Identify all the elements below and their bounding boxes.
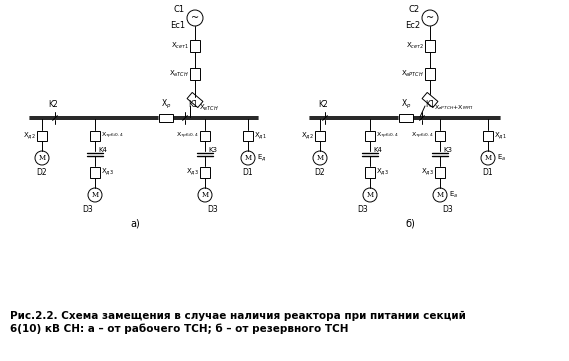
Circle shape [241,151,255,165]
Text: X$_{тр6/0.4}$: X$_{тр6/0.4}$ [176,131,199,141]
Text: D2: D2 [315,168,325,177]
Bar [159,114,173,122]
Text: K1: K1 [188,100,198,109]
Text: X$_{д2}$: X$_{д2}$ [23,131,36,142]
Circle shape [35,151,49,165]
Circle shape [363,188,377,202]
Text: K1: K1 [425,100,435,109]
Bar [422,92,438,108]
Text: X$_{д3}$: X$_{д3}$ [376,166,389,178]
Text: K4: K4 [98,147,107,153]
Bar [187,92,203,108]
Text: X$_{тр6/0.4}$: X$_{тр6/0.4}$ [101,131,123,141]
Text: X$_{д1}$: X$_{д1}$ [494,131,507,142]
Bar [200,166,210,178]
Text: б): б) [405,218,415,228]
Text: X$_{д2}$: X$_{д2}$ [301,131,314,142]
Bar [399,114,413,122]
Bar [435,131,445,141]
Bar [190,68,200,80]
Bar [365,131,375,141]
Text: E$_а$: E$_а$ [449,190,458,200]
Text: D2: D2 [36,168,47,177]
Text: D1: D1 [243,168,253,177]
Text: X$_{аРТСН}$: X$_{аРТСН}$ [401,69,424,79]
Text: ~: ~ [426,13,434,23]
Circle shape [198,188,212,202]
Text: X$_{тр6/0.4}$: X$_{тр6/0.4}$ [411,131,434,141]
Bar [425,40,435,52]
Circle shape [313,151,327,165]
Text: X$_{вРТСН}$+X$_{МРП}$: X$_{вРТСН}$+X$_{МРП}$ [434,103,474,112]
Text: K3: K3 [208,147,217,153]
Text: M: M [484,154,492,162]
Text: X$_{д1}$: X$_{д1}$ [254,131,267,142]
Circle shape [481,151,495,165]
Circle shape [422,10,438,26]
Text: а): а) [130,218,140,228]
Text: X$_{д3}$: X$_{д3}$ [186,166,199,178]
Text: X$_{сет1}$: X$_{сет1}$ [171,41,189,51]
Text: X$_{вТСН}$: X$_{вТСН}$ [199,103,218,113]
Text: M: M [201,191,209,199]
Text: D3: D3 [207,205,218,214]
Text: E$_а$: E$_а$ [497,153,506,163]
Text: M: M [316,154,324,162]
Bar [190,40,200,52]
Text: Ec1: Ec1 [170,21,185,30]
Bar [243,131,253,141]
Text: K3: K3 [443,147,452,153]
Text: K2: K2 [48,100,58,109]
Text: K4: K4 [373,147,382,153]
Bar [365,166,375,178]
Text: X$_р$: X$_р$ [401,98,411,111]
Text: C2: C2 [409,5,420,14]
Bar [200,131,210,141]
Text: X$_{аТСН}$: X$_{аТСН}$ [169,69,189,79]
Text: E$_д$: E$_д$ [257,152,267,164]
Circle shape [433,188,447,202]
Text: M: M [366,191,374,199]
Bar [37,131,47,141]
Text: X$_{тр6/0.4}$: X$_{тр6/0.4}$ [376,131,399,141]
Text: X$_{сет2}$: X$_{сет2}$ [406,41,424,51]
Bar [483,131,493,141]
Bar [90,166,100,178]
Bar [435,166,445,178]
Circle shape [88,188,102,202]
Text: X$_р$: X$_р$ [161,98,171,111]
Text: C1: C1 [174,5,185,14]
Bar [315,131,325,141]
Text: M: M [245,154,251,162]
Text: X$_{д3}$: X$_{д3}$ [421,166,434,178]
Text: D1: D1 [483,168,493,177]
Text: ~: ~ [191,13,199,23]
Text: D3: D3 [442,205,453,214]
Text: K2: K2 [318,100,328,109]
Text: M: M [39,154,46,162]
Text: D3: D3 [357,205,368,214]
Text: D3: D3 [83,205,93,214]
Bar [90,131,100,141]
Text: M: M [436,191,444,199]
Text: 6(10) кВ СН: а – от рабочего ТСН; б – от резервного ТСН: 6(10) кВ СН: а – от рабочего ТСН; б – от… [10,323,348,334]
Text: X$_{д3}$: X$_{д3}$ [101,166,114,178]
Text: M: M [92,191,98,199]
Circle shape [187,10,203,26]
Text: Ec2: Ec2 [405,21,420,30]
Bar [425,68,435,80]
Text: Рис.2.2. Схема замещения в случае наличия реактора при питании секций: Рис.2.2. Схема замещения в случае наличи… [10,311,466,321]
